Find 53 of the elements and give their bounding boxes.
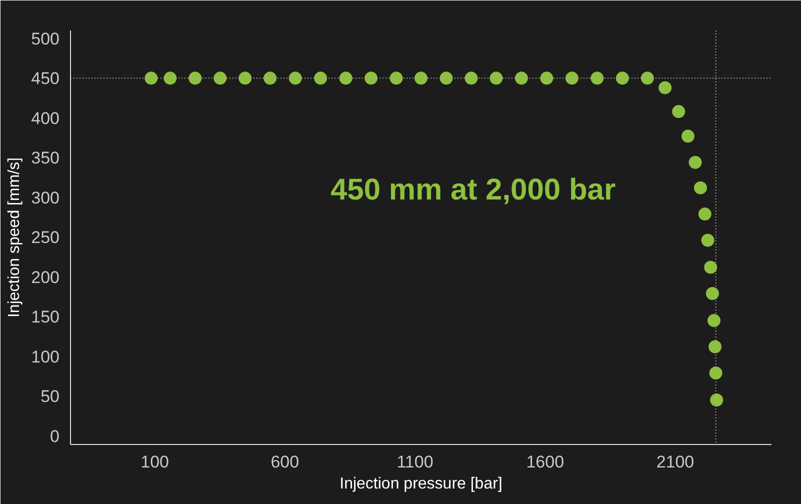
y-tick-label: 200	[31, 268, 60, 287]
point	[188, 72, 202, 85]
y-tick-label: 50	[40, 387, 60, 406]
point	[707, 314, 720, 328]
point	[710, 394, 724, 406]
point	[640, 72, 654, 85]
point	[540, 72, 554, 85]
y-tick-label: 300	[31, 188, 60, 208]
y-tick-label: 500	[31, 29, 60, 48]
point	[264, 72, 277, 85]
y-tick-label: 400	[31, 108, 60, 128]
point	[698, 208, 712, 221]
y-tick-label: 100	[31, 347, 60, 366]
point	[164, 72, 177, 85]
point	[694, 181, 707, 194]
point	[688, 156, 702, 169]
y-tick-label: 450	[31, 69, 60, 88]
point	[144, 72, 158, 85]
x-tick-label: 600	[270, 452, 300, 472]
x-tick-label: 1100	[396, 452, 434, 472]
point	[414, 72, 428, 85]
y-tick-label: 250	[31, 228, 60, 248]
point	[658, 81, 672, 94]
x-axis-title: Injection pressure [bar]	[340, 476, 502, 492]
point	[364, 72, 378, 85]
point	[704, 260, 718, 274]
point	[672, 105, 686, 118]
point	[701, 234, 714, 247]
annotation: 450 mm at 2,000 bar	[330, 173, 616, 206]
point	[565, 72, 578, 85]
x-tick-label: 100	[140, 452, 169, 472]
point	[708, 340, 722, 354]
point	[390, 72, 403, 85]
y-tick-label: 0	[50, 426, 60, 446]
x-tick-label: 1600	[526, 452, 564, 472]
point	[490, 72, 503, 85]
y-tick-label: 350	[31, 148, 60, 168]
x-tick-label: 2100	[656, 452, 694, 472]
point	[288, 72, 302, 85]
point	[464, 72, 478, 85]
point	[314, 72, 328, 85]
point	[616, 72, 629, 85]
point	[440, 72, 453, 85]
y-axis-title: Injection speed [mm/s]	[6, 157, 24, 318]
point	[238, 72, 252, 85]
point	[214, 72, 227, 85]
y-tick-label: 150	[31, 308, 60, 327]
point	[339, 72, 352, 85]
point	[590, 72, 604, 85]
point	[709, 366, 722, 380]
point	[514, 72, 528, 85]
point	[681, 130, 694, 143]
point	[706, 287, 719, 300]
